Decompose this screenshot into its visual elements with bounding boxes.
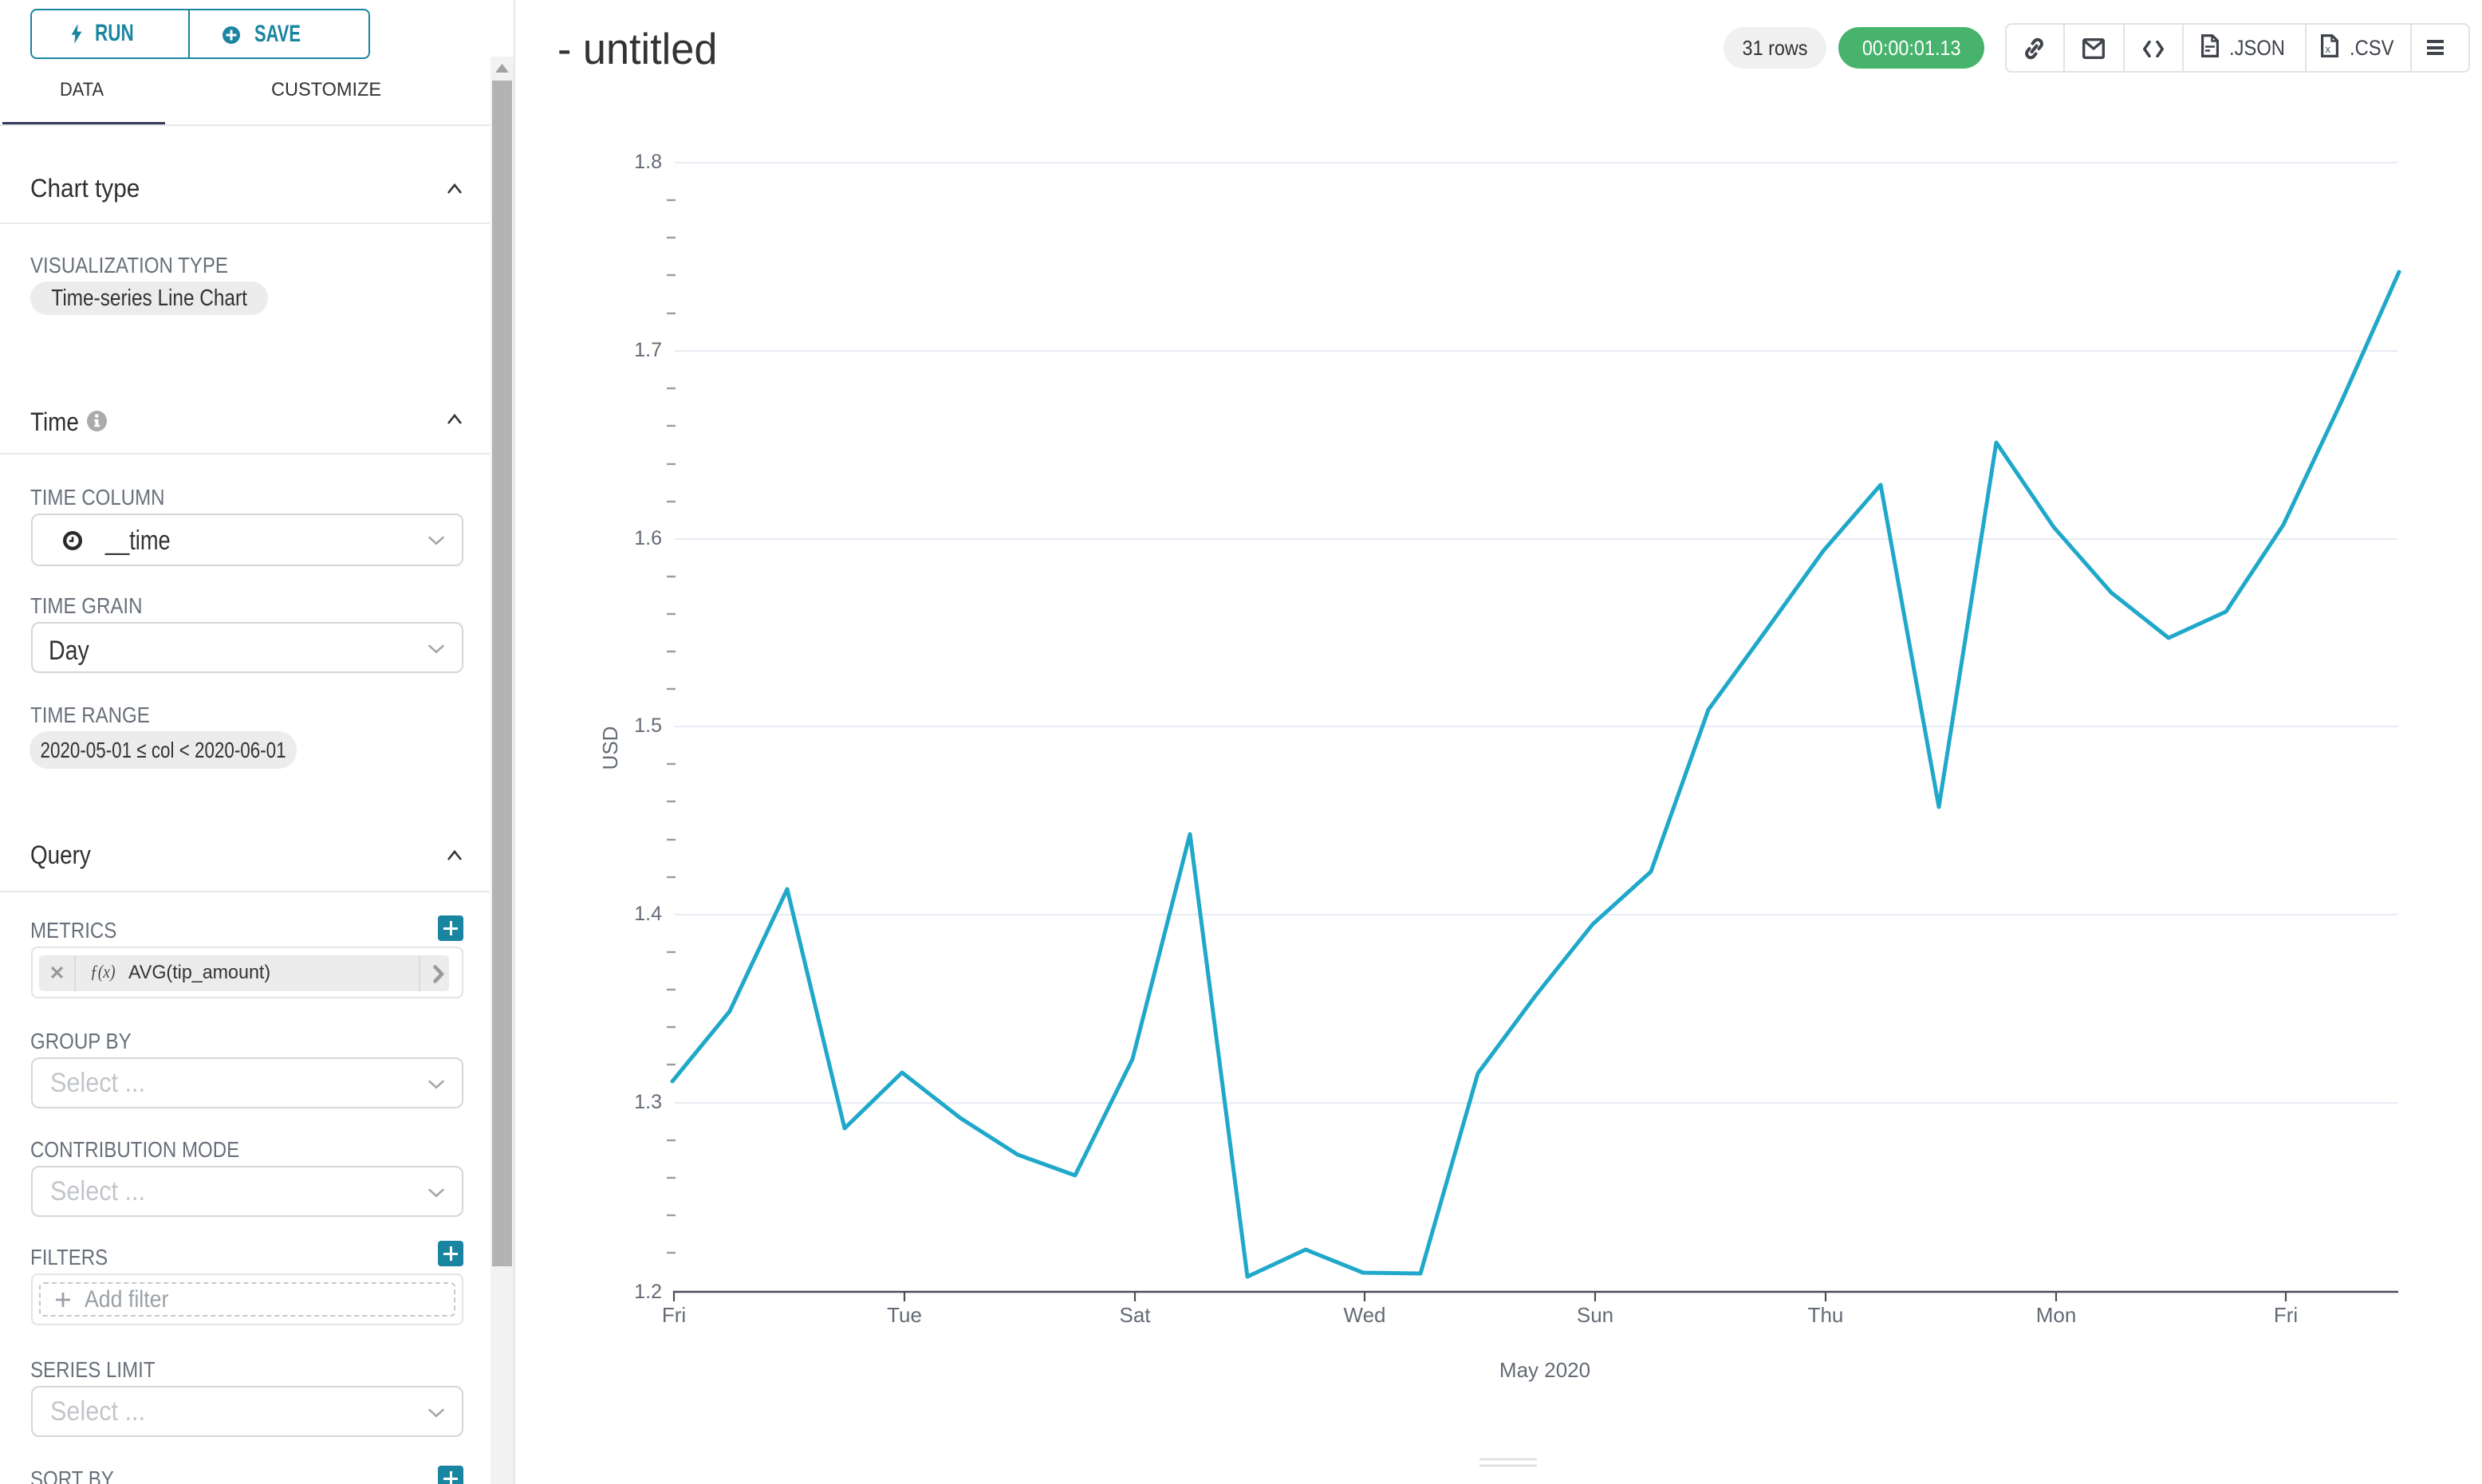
svg-text:Sat: Sat: [1119, 1303, 1151, 1327]
svg-text:1.3: 1.3: [634, 1091, 662, 1113]
svg-text:Fri: Fri: [2274, 1303, 2298, 1327]
svg-text:x: x: [2326, 43, 2331, 55]
svg-text:1.8: 1.8: [634, 151, 662, 173]
svg-text:1.6: 1.6: [634, 527, 662, 549]
svg-text:Tue: Tue: [887, 1303, 922, 1327]
svg-text:1.7: 1.7: [634, 339, 662, 361]
svg-text:Fri: Fri: [662, 1303, 686, 1327]
svg-text:Thu: Thu: [1808, 1303, 1844, 1327]
svg-text:Mon: Mon: [2036, 1303, 2077, 1327]
svg-text:Wed: Wed: [1344, 1303, 1386, 1327]
svg-text:USD: USD: [598, 726, 622, 770]
svg-text:1.4: 1.4: [634, 903, 662, 925]
svg-text:Sun: Sun: [1577, 1303, 1613, 1327]
svg-text:1.5: 1.5: [634, 714, 662, 737]
svg-text:1.2: 1.2: [634, 1281, 662, 1303]
svg-text:May 2020: May 2020: [1499, 1358, 1590, 1382]
